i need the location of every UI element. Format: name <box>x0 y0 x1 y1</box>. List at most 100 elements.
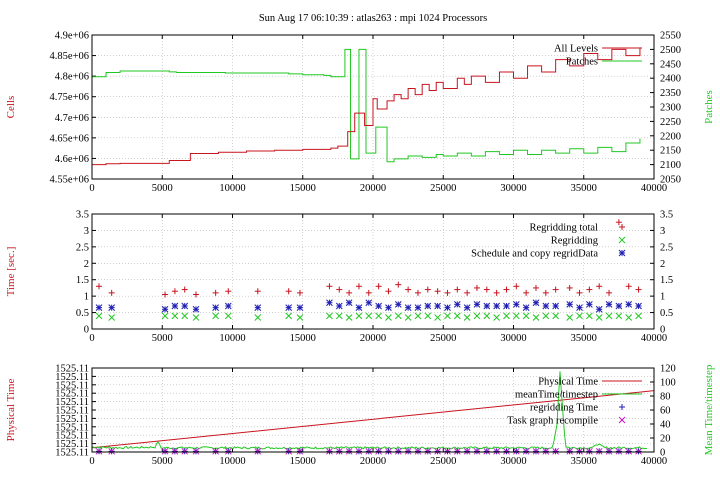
task-graph-recompile-point <box>385 447 392 455</box>
point-schedule-and-copy-regriddata <box>375 302 382 310</box>
task-graph-recompile-point-stroke <box>385 447 392 455</box>
point-regridding-stroke <box>453 312 461 320</box>
point-schedule-and-copy-regriddata <box>453 301 461 308</box>
task-graph-recompile-point-stroke <box>512 447 520 455</box>
point-schedule-and-copy-regriddata <box>463 304 471 311</box>
task-graph-recompile-point <box>542 447 550 455</box>
point-regridding-stroke <box>161 312 169 320</box>
point-regridding <box>595 314 603 321</box>
y-tick-label: 4.6e+06 <box>55 154 89 165</box>
point-regridding <box>493 314 500 321</box>
point-regridding-total <box>596 283 603 290</box>
point-regridding-stroke <box>493 314 500 321</box>
legend-marker <box>618 236 626 244</box>
y2-tick-label: 2400 <box>660 74 681 85</box>
task-graph-recompile-point-stroke <box>595 447 603 455</box>
task-graph-recompile-point <box>414 447 422 455</box>
x-tick-label: 10000 <box>219 333 245 344</box>
y-tick-label: 4.75e+06 <box>50 92 89 103</box>
legend-marker <box>619 404 625 410</box>
point-regridding <box>385 314 392 321</box>
point-schedule-and-copy-regriddata <box>566 301 574 308</box>
point-schedule-and-copy-regriddata-stroke <box>95 304 103 311</box>
point-regridding-stroke <box>605 312 613 320</box>
point-regridding <box>192 314 200 321</box>
point-regridding-stroke <box>503 312 510 320</box>
task-graph-recompile-point <box>161 447 169 455</box>
point-regridding-stroke <box>463 314 471 321</box>
task-graph-recompile-point-stroke <box>522 447 530 455</box>
y2-tick-label: 3 <box>660 226 665 237</box>
all-levels-line <box>92 47 641 166</box>
point-regridding-total <box>192 291 199 298</box>
point-schedule-and-copy-regriddata-stroke <box>365 299 373 307</box>
point-schedule-and-copy-regriddata <box>586 301 593 308</box>
task-graph-recompile-point-stroke <box>192 447 200 455</box>
point-regridding <box>552 312 560 320</box>
point-schedule-and-copy-regriddata-stroke <box>161 305 169 313</box>
x-tick-label: 35000 <box>571 456 597 467</box>
point-regridding-stroke <box>522 312 530 320</box>
point-schedule-and-copy-regriddata-stroke <box>326 299 333 307</box>
point-schedule-and-copy-regriddata-stroke <box>444 304 451 311</box>
point-regridding-stroke <box>375 312 382 320</box>
y2-tick-label: 0.5 <box>660 308 673 319</box>
y-tick-label: 2.5 <box>76 242 89 253</box>
point-regridding-total <box>576 289 583 296</box>
point-schedule-and-copy-regriddata <box>615 302 623 310</box>
y-tick-label: 4.65e+06 <box>50 133 89 144</box>
y-tick-label: 4.85e+06 <box>50 51 89 62</box>
y-tick-label: 1525.11 <box>55 372 89 383</box>
point-regridding-stroke <box>595 314 603 321</box>
task-graph-recompile-point-stroke <box>453 447 461 455</box>
point-schedule-and-copy-regriddata-stroke <box>394 301 402 308</box>
point-regridding <box>473 312 481 320</box>
point-regridding-stroke <box>365 312 373 320</box>
y2-axis-label-mean-time: Mean Time/timestep <box>703 364 715 455</box>
task-graph-recompile-point-stroke <box>444 447 451 455</box>
point-regridding-total <box>542 289 549 296</box>
point-regridding-stroke <box>296 314 304 321</box>
point-regridding-total <box>162 291 169 298</box>
point-regridding-stroke <box>635 312 642 320</box>
x-tick-label: 30000 <box>500 183 526 194</box>
point-regridding-total <box>225 288 232 295</box>
legend-marker <box>619 224 625 230</box>
point-schedule-and-copy-regriddata <box>181 302 189 310</box>
point-schedule-and-copy-regriddata-stroke <box>385 304 392 311</box>
point-schedule-and-copy-regriddata <box>394 301 402 308</box>
point-schedule-and-copy-regriddata <box>424 302 432 310</box>
point-regridding-stroke <box>576 312 583 320</box>
point-regridding-total <box>483 286 490 293</box>
task-graph-recompile-point <box>552 447 560 455</box>
point-regridding-stroke <box>224 312 232 320</box>
task-graph-recompile-point-stroke <box>345 447 353 455</box>
x-tick-label: 25000 <box>430 456 456 467</box>
point-regridding <box>444 312 451 320</box>
point-regridding-stroke <box>424 312 432 320</box>
point-regridding-total <box>464 289 471 296</box>
point-regridding-total <box>296 289 303 296</box>
task-graph-recompile-point <box>296 447 304 455</box>
point-regridding-stroke <box>542 312 550 320</box>
y-tick-label: 1 <box>84 292 89 303</box>
point-schedule-and-copy-regriddata <box>414 304 422 311</box>
y2-tick-label: 2050 <box>660 175 681 186</box>
task-graph-recompile-point-stroke <box>365 447 373 455</box>
y-tick-label: 1525.11 <box>55 406 89 417</box>
point-regridding-total <box>473 284 480 291</box>
point-regridding-total <box>606 289 613 296</box>
y2-tick-label: 2250 <box>660 117 681 128</box>
point-regridding-stroke <box>473 312 481 320</box>
panel-cells-patches: 0 5000 10000 15000 20000 25000 30000 35000 40000… <box>5 31 715 195</box>
y-tick-label: 4.8e+06 <box>55 72 89 83</box>
task-graph-recompile-point <box>434 447 441 455</box>
task-graph-recompile-point-stroke <box>424 447 432 455</box>
point-schedule-and-copy-regriddata-stroke <box>296 304 304 311</box>
y-axis-label-cells: Cells <box>5 96 17 119</box>
point-regridding <box>345 314 353 321</box>
y2-tick-label: 1.5 <box>660 275 673 286</box>
point-regridding-stroke <box>95 312 103 320</box>
point-regridding-total <box>635 286 642 293</box>
x-tick-label: 5000 <box>152 333 173 344</box>
